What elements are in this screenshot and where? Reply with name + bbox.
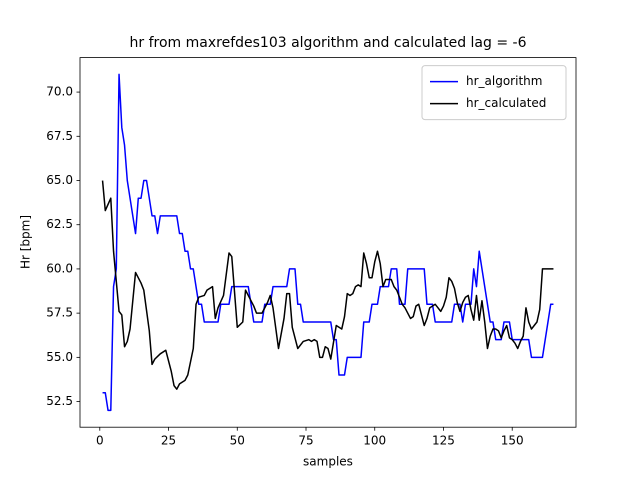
line: [101, 180, 554, 390]
x-tick-label: 0: [96, 434, 104, 448]
x-tick-label: 75: [298, 434, 313, 448]
x-axis-label: samples: [303, 455, 353, 469]
x-tick-label: 125: [432, 434, 455, 448]
legend-box: [421, 65, 567, 121]
y-tick-label: 60.0: [46, 261, 73, 275]
x-tick-label: 150: [501, 434, 524, 448]
x-tick-label: 100: [363, 434, 386, 448]
y-tick-label: 65.0: [46, 173, 73, 187]
y-tick-label: 67.5: [46, 129, 73, 143]
y-tick-label: 55.0: [46, 350, 73, 364]
legend-label: hr_algorithm: [466, 74, 542, 88]
x-tick-label: 50: [230, 434, 245, 448]
y-tick-label: 57.5: [46, 306, 73, 320]
y-tick-label: 62.5: [46, 217, 73, 231]
chart-title: hr from maxrefdes103 algorithm and calcu…: [130, 35, 527, 51]
y-tick-label: 52.5: [46, 394, 73, 408]
line: [102, 73, 554, 412]
legend-label: hr_calculated: [466, 96, 546, 110]
x-tick-label: 25: [161, 434, 176, 448]
y-tick-label: 70.0: [46, 85, 73, 99]
plot-frame: [79, 57, 577, 428]
y-axis-label: Hr [bpm]: [19, 215, 33, 269]
